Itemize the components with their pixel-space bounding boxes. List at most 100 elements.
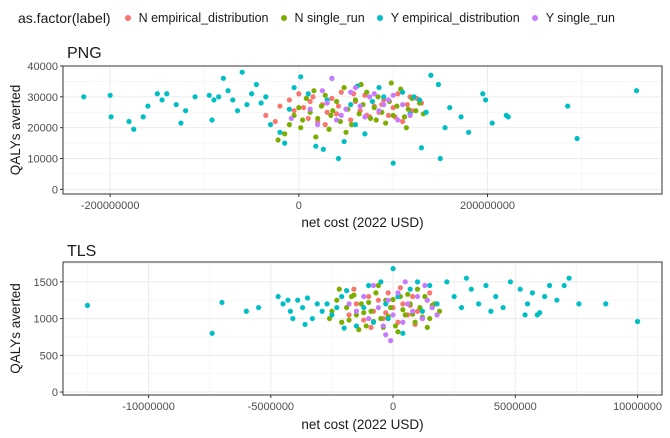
data-point (363, 323, 369, 329)
data-point (395, 319, 401, 325)
legend-swatch-n-empirical (124, 15, 131, 21)
data-point (366, 282, 372, 289)
data-point (371, 91, 377, 97)
data-point (253, 81, 259, 88)
data-point (429, 304, 435, 311)
data-point (329, 75, 335, 81)
data-point (338, 112, 344, 118)
data-point (341, 325, 347, 331)
data-point (263, 112, 269, 118)
data-point (330, 108, 336, 114)
data-point (383, 301, 389, 307)
data-point (356, 327, 362, 333)
data-point (505, 114, 511, 120)
data-point (324, 100, 330, 106)
data-point (310, 94, 316, 100)
data-point (370, 282, 377, 289)
data-point (140, 114, 146, 120)
data-point (375, 304, 381, 311)
data-point (255, 304, 262, 311)
data-point (339, 319, 345, 325)
data-point (303, 95, 309, 101)
data-point (334, 304, 340, 311)
data-point (388, 304, 394, 311)
data-point (338, 89, 344, 95)
data-point (407, 286, 413, 292)
data-point (211, 97, 217, 103)
legend-item-y-empirical: Y empirical_distribution (376, 11, 520, 25)
data-point (565, 103, 571, 109)
y-tick-label: 10000 (27, 154, 58, 166)
data-point (328, 112, 334, 118)
data-point (334, 297, 340, 303)
data-point (285, 297, 291, 303)
data-point (329, 95, 335, 101)
data-point (352, 97, 359, 103)
data-point (500, 304, 506, 311)
legend-label-y-empirical: Y empirical_distribution (390, 11, 520, 25)
data-point (307, 106, 313, 112)
data-point (339, 293, 345, 300)
data-point (333, 117, 340, 123)
data-point (286, 122, 292, 128)
data-point (390, 312, 396, 318)
data-point (302, 321, 308, 328)
data-point (267, 122, 274, 128)
data-point (373, 290, 379, 296)
data-point (576, 301, 582, 307)
data-point (298, 125, 304, 131)
data-point (329, 312, 335, 318)
data-point (566, 275, 572, 281)
data-point (399, 118, 406, 125)
series-y-empirical-distribution (81, 69, 640, 166)
data-point (351, 292, 357, 298)
data-point (145, 103, 151, 109)
x-axis-label: net cost (2022 USD) (301, 215, 423, 230)
data-point (352, 122, 359, 128)
series-y-single-run (288, 75, 413, 128)
data-point (375, 297, 381, 303)
data-point (275, 293, 281, 300)
data-point (458, 304, 465, 311)
data-point (209, 117, 215, 123)
data-point (414, 308, 421, 314)
panel-title: PNG (67, 45, 102, 62)
data-point (318, 103, 325, 109)
data-point (366, 94, 373, 100)
y-tick-label: 20000 (27, 123, 58, 135)
data-point (419, 308, 425, 314)
data-point (434, 312, 440, 318)
data-point (300, 304, 306, 311)
data-point (307, 98, 313, 105)
data-point (216, 94, 222, 100)
x-tick-label: 0 (296, 200, 302, 212)
legend-swatch-y-single-run (531, 15, 538, 21)
data-point (483, 282, 489, 289)
data-point (320, 146, 326, 152)
data-point (385, 112, 392, 118)
legend-label-n-single-run: N single_run (294, 11, 365, 25)
legend-item-n-single-run: N single_run (280, 11, 365, 25)
data-point (209, 330, 215, 336)
data-point (313, 134, 319, 140)
data-point (322, 92, 328, 98)
data-point (417, 304, 423, 311)
data-point (348, 101, 354, 108)
data-point (351, 286, 357, 292)
data-point (324, 301, 330, 307)
data-point (381, 94, 387, 100)
data-point (405, 106, 411, 112)
data-point (394, 103, 400, 109)
data-point (131, 126, 137, 132)
data-point (244, 101, 250, 108)
data-point (280, 301, 286, 307)
data-point (343, 129, 349, 135)
data-point (390, 112, 396, 118)
data-point (343, 106, 349, 112)
data-point (400, 307, 406, 313)
y-tick-label: 0 (52, 387, 58, 399)
data-point (385, 97, 392, 103)
data-point (383, 120, 389, 126)
data-point (370, 319, 377, 325)
data-point (353, 323, 359, 329)
